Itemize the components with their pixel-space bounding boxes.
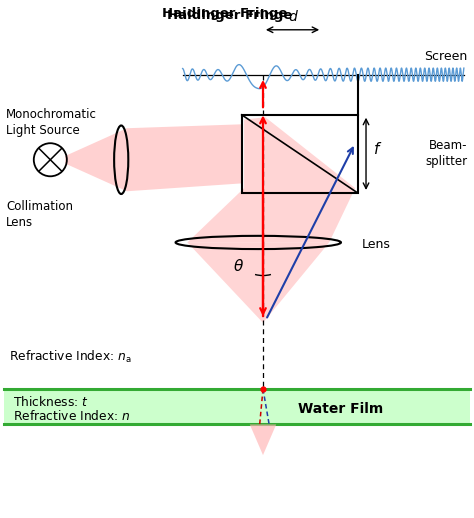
Text: Lens: Lens (362, 238, 391, 251)
Polygon shape (187, 242, 329, 323)
Bar (4, 389, 470, 424)
Text: Refractive Index: $n_{\mathrm{a}}$: Refractive Index: $n_{\mathrm{a}}$ (9, 349, 132, 365)
Text: f: f (374, 141, 379, 156)
Bar (242, 115, 357, 193)
Polygon shape (187, 117, 355, 242)
Text: Monochromatic
Light Source: Monochromatic Light Source (6, 108, 97, 137)
Text: Haidinger Fringe: Haidinger Fringe (167, 9, 292, 22)
Text: θ: θ (234, 258, 243, 274)
Polygon shape (250, 424, 276, 455)
Polygon shape (65, 124, 242, 191)
Text: Thickness: $t$: Thickness: $t$ (12, 395, 88, 409)
Text: Screen: Screen (424, 50, 468, 63)
Text: Beam-
splitter: Beam- splitter (426, 139, 468, 168)
Text: Collimation
Lens: Collimation Lens (6, 200, 73, 229)
Text: d: d (288, 10, 297, 24)
Text: Water Film: Water Film (299, 402, 383, 416)
Text: Refractive Index: $n$: Refractive Index: $n$ (12, 409, 130, 423)
Text: Haidinger Fringe: Haidinger Fringe (163, 7, 288, 20)
